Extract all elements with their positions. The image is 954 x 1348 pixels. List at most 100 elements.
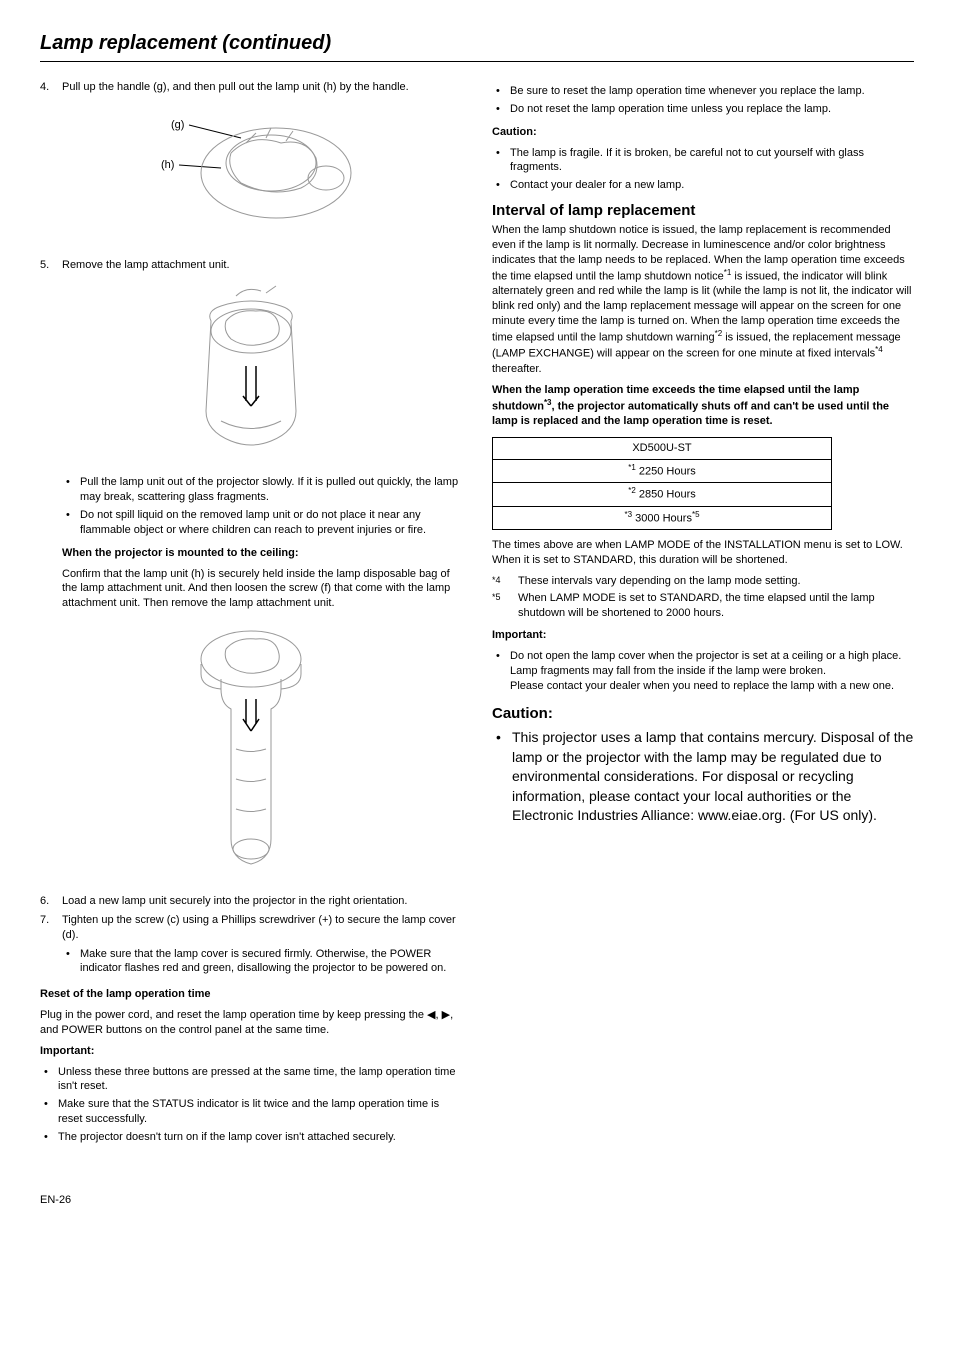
- interval-p1d: thereafter.: [492, 363, 542, 375]
- bullet-icon: •: [40, 1065, 58, 1095]
- step-text: Load a new lamp unit securely into the p…: [62, 894, 462, 909]
- reset-heading: Reset of the lamp operation time: [40, 987, 462, 1002]
- interval-heading: Interval of lamp replacement: [492, 201, 914, 221]
- row2-val: 2850 Hours: [636, 489, 696, 501]
- list-item: • The lamp is fragile. If it is broken, …: [492, 146, 914, 176]
- list-item: • Make sure that the STATUS indicator is…: [40, 1097, 462, 1127]
- after-table-note: The times above are when LAMP MODE of th…: [492, 538, 914, 568]
- bullet-icon: •: [62, 508, 80, 538]
- bullet-icon: •: [62, 475, 80, 505]
- top-bullets: • Be sure to reset the lamp operation ti…: [492, 84, 914, 117]
- table-row: *3 3000 Hours*5: [493, 506, 832, 530]
- bullet-text: Do not spill liquid on the removed lamp …: [80, 508, 462, 538]
- bullet-text: Pull the lamp unit out of the projector …: [80, 475, 462, 505]
- list-item: • Unless these three buttons are pressed…: [40, 1065, 462, 1095]
- page-title: Lamp replacement (continued): [40, 30, 914, 62]
- footnote-5: *5 When LAMP MODE is set to STANDARD, th…: [492, 591, 914, 621]
- list-item: • Be sure to reset the lamp operation ti…: [492, 84, 914, 99]
- important2-heading: Important:: [492, 628, 914, 643]
- figure-2: [40, 281, 462, 466]
- table-header: XD500U-ST: [493, 437, 832, 459]
- hours-table-wrap: XD500U-ST *1 2250 Hours *2 2850 Hours *3…: [492, 437, 914, 530]
- imp2-a: Do not open the lamp cover when the proj…: [510, 650, 901, 677]
- important-list: • Unless these three buttons are pressed…: [40, 1065, 462, 1145]
- caution-heading: Caution:: [492, 125, 914, 140]
- table-row: *1 2250 Hours: [493, 459, 832, 483]
- bullet-text: Do not reset the lamp operation time unl…: [510, 102, 914, 117]
- caution2-item: • This projector uses a lamp that contai…: [492, 728, 914, 826]
- list-item: • The projector doesn't turn on if the l…: [40, 1130, 462, 1145]
- step-7: 7. Tighten up the screw (c) using a Phil…: [40, 913, 462, 979]
- imp2-b: Please contact your dealer when you need…: [510, 680, 894, 692]
- figure-1: (g) (h): [40, 103, 462, 248]
- bullet-text: The projector doesn't turn on if the lam…: [58, 1130, 462, 1145]
- step-5: 5. Remove the lamp attachment unit.: [40, 258, 462, 273]
- list-item: • Do not spill liquid on the removed lam…: [62, 508, 462, 538]
- step-4: 4. Pull up the handle (g), and then pull…: [40, 80, 462, 95]
- caution2-heading: Caution:: [492, 704, 914, 724]
- bullet-text: Do not open the lamp cover when the proj…: [510, 649, 914, 694]
- list-item: • Do not open the lamp cover when the pr…: [492, 649, 914, 694]
- table-row: *2 2850 Hours: [493, 483, 832, 507]
- caution-list: • The lamp is fragile. If it is broken, …: [492, 146, 914, 194]
- figure-3: [40, 619, 462, 884]
- ceiling-heading: When the projector is mounted to the cei…: [62, 546, 462, 561]
- list-item: • Do not reset the lamp operation time u…: [492, 102, 914, 117]
- row3-val: 3000 Hours: [632, 512, 692, 524]
- row2-sup: *2: [628, 486, 636, 495]
- important-heading: Important:: [40, 1044, 462, 1059]
- right-column: • Be sure to reset the lamp operation ti…: [492, 80, 914, 1153]
- step-number: 6.: [40, 894, 62, 909]
- row1-sup: *1: [628, 463, 636, 472]
- step7-main: Tighten up the screw (c) using a Phillip…: [62, 914, 456, 941]
- important2-list: • Do not open the lamp cover when the pr…: [492, 649, 914, 694]
- bullet-text: Unless these three buttons are pressed a…: [58, 1065, 462, 1095]
- hours-table: XD500U-ST *1 2250 Hours *2 2850 Hours *3…: [492, 437, 832, 530]
- interval-body: When the lamp shutdown notice is issued,…: [492, 223, 914, 376]
- fig-label-h: (h): [161, 159, 174, 171]
- bullet-icon: •: [492, 728, 512, 826]
- bullet-text: Be sure to reset the lamp operation time…: [510, 84, 914, 99]
- caution2-text: This projector uses a lamp that contains…: [512, 728, 914, 826]
- bullet-icon: •: [40, 1130, 58, 1145]
- ceiling-body: Confirm that the lamp unit (h) is secure…: [62, 567, 462, 612]
- bullet-icon: •: [492, 146, 510, 176]
- footnote-4: *4 These intervals vary depending on the…: [492, 574, 914, 589]
- row3-sup-a: *3: [624, 510, 632, 519]
- content-columns: 4. Pull up the handle (g), and then pull…: [40, 80, 914, 1153]
- bullet-icon: •: [492, 102, 510, 117]
- ceiling-section: When the projector is mounted to the cei…: [40, 546, 462, 611]
- step-text: Remove the lamp attachment unit.: [62, 258, 462, 273]
- list-item: • Contact your dealer for a new lamp.: [492, 178, 914, 193]
- step-6: 6. Load a new lamp unit securely into th…: [40, 894, 462, 909]
- step-number: 7.: [40, 913, 62, 979]
- sup-4: *4: [875, 345, 883, 354]
- list-item: • Pull the lamp unit out of the projecto…: [62, 475, 462, 505]
- sup-2: *2: [715, 329, 723, 338]
- step7-sub: Make sure that the lamp cover is secured…: [80, 947, 462, 977]
- bullet-icon: •: [492, 178, 510, 193]
- reset-body: Plug in the power cord, and reset the la…: [40, 1008, 462, 1038]
- bullet-icon: •: [40, 1097, 58, 1127]
- page-number: EN-26: [40, 1193, 914, 1208]
- bullet-text: The lamp is fragile. If it is broken, be…: [510, 146, 914, 176]
- step-number: 4.: [40, 80, 62, 95]
- bullet-text: Make sure that the STATUS indicator is l…: [58, 1097, 462, 1127]
- left-column: 4. Pull up the handle (g), and then pull…: [40, 80, 462, 1153]
- bullet-icon: •: [62, 947, 80, 977]
- footnote-text: When LAMP MODE is set to STANDARD, the t…: [518, 591, 914, 621]
- step-text: Pull up the handle (g), and then pull ou…: [62, 80, 462, 95]
- bullet-text: Contact your dealer for a new lamp.: [510, 178, 914, 193]
- step5-notes: • Pull the lamp unit out of the projecto…: [40, 475, 462, 537]
- footnote-sup: *5: [492, 591, 518, 621]
- bullet-icon: •: [492, 649, 510, 694]
- shutdown-bold: When the lamp operation time exceeds the…: [492, 383, 914, 429]
- row1-val: 2250 Hours: [636, 465, 696, 477]
- footnote-text: These intervals vary depending on the la…: [518, 574, 914, 589]
- bullet-icon: •: [492, 84, 510, 99]
- step-text: Tighten up the screw (c) using a Phillip…: [62, 913, 462, 979]
- row3-sup-b: *5: [692, 510, 700, 519]
- footnote-sup: *4: [492, 574, 518, 589]
- bold-b: , the projector automatically shuts off …: [492, 400, 889, 427]
- step-number: 5.: [40, 258, 62, 273]
